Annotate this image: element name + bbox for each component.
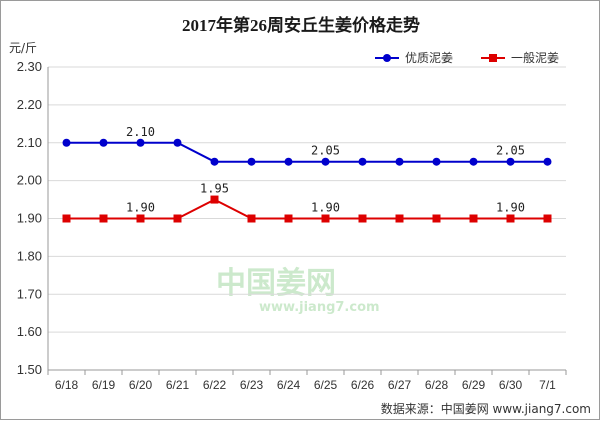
y-tick-label: 1.50 bbox=[17, 362, 42, 377]
data-point bbox=[395, 157, 404, 166]
data-point bbox=[432, 214, 441, 223]
series-line-1 bbox=[66, 141, 548, 163]
y-tick-label: 2.10 bbox=[17, 135, 42, 150]
data-point bbox=[469, 157, 478, 166]
data-point bbox=[284, 214, 293, 223]
data-label: 2.05 bbox=[496, 144, 525, 158]
data-label: 1.90 bbox=[311, 201, 340, 215]
x-tick-label: 6/28 bbox=[425, 378, 449, 392]
data-point bbox=[99, 138, 108, 147]
x-tick-label: 6/25 bbox=[314, 378, 338, 392]
data-point bbox=[432, 157, 441, 166]
x-tick-label: 6/23 bbox=[240, 378, 264, 392]
data-point bbox=[173, 214, 182, 223]
data-point bbox=[136, 214, 145, 223]
x-tick-label: 7/1 bbox=[539, 378, 556, 392]
data-point bbox=[210, 195, 219, 204]
x-tick-label: 6/21 bbox=[166, 378, 190, 392]
data-label: 1.90 bbox=[126, 201, 155, 215]
legend-marker bbox=[383, 54, 391, 62]
axes: 2.30 2.20 2.10 2.00 1.90 1.80 1.70 1.60 1.50 6/18… bbox=[17, 59, 567, 392]
y-tick-label: 2.00 bbox=[17, 173, 42, 188]
chart-title: 2017年第26周安丘生姜价格走势 bbox=[182, 15, 420, 35]
x-tick-label: 6/24 bbox=[277, 378, 301, 392]
y-tick-label: 1.60 bbox=[17, 324, 42, 339]
data-point bbox=[506, 214, 515, 223]
x-tick-label: 6/26 bbox=[351, 378, 375, 392]
data-point bbox=[543, 214, 552, 223]
data-labels: 2.10 2.05 2.05 1.90 1.95 1.90 1.90 bbox=[126, 125, 525, 215]
x-tick-label: 6/19 bbox=[92, 378, 116, 392]
data-point bbox=[321, 157, 330, 166]
legend: 优质泥姜 一般泥姜 bbox=[375, 50, 559, 65]
data-point bbox=[62, 214, 71, 223]
data-point bbox=[136, 138, 145, 147]
data-point bbox=[469, 214, 478, 223]
y-tick-label: 1.70 bbox=[17, 286, 42, 301]
y-tick-label: 1.80 bbox=[17, 248, 42, 263]
legend-label: 一般泥姜 bbox=[511, 50, 559, 65]
data-point bbox=[99, 214, 108, 223]
series-layer bbox=[62, 138, 552, 223]
x-tick-label: 6/30 bbox=[499, 378, 523, 392]
data-point bbox=[395, 214, 404, 223]
watermark: 中国姜网 www.jiang7.com bbox=[216, 266, 380, 315]
watermark-url: www.jiang7.com bbox=[259, 300, 380, 315]
data-label: 1.95 bbox=[200, 182, 229, 196]
data-point bbox=[247, 214, 256, 223]
y-axis-unit: 元/斤 bbox=[9, 41, 37, 55]
watermark-brand: 中国姜网 bbox=[216, 266, 336, 301]
legend-marker bbox=[489, 54, 497, 62]
data-point bbox=[173, 138, 182, 147]
data-point bbox=[358, 214, 367, 223]
data-label: 2.05 bbox=[311, 144, 340, 158]
data-point bbox=[210, 157, 219, 166]
data-point bbox=[543, 157, 552, 166]
data-point bbox=[247, 157, 256, 166]
data-point bbox=[321, 214, 330, 223]
y-tick-label: 2.20 bbox=[17, 97, 42, 112]
x-tick-label: 6/18 bbox=[55, 378, 79, 392]
data-point bbox=[62, 138, 71, 147]
data-point bbox=[506, 157, 515, 166]
series-line-2 bbox=[66, 198, 548, 220]
x-tick-label: 6/22 bbox=[203, 378, 227, 392]
y-tick-label: 1.90 bbox=[17, 211, 42, 226]
data-point bbox=[284, 157, 293, 166]
data-point bbox=[358, 157, 367, 166]
y-tick-label: 2.30 bbox=[17, 59, 42, 74]
legend-label: 优质泥姜 bbox=[405, 51, 453, 65]
x-tick-label: 6/20 bbox=[129, 378, 153, 392]
source-note: 数据来源：中国姜网 www.jiang7.com bbox=[381, 401, 591, 416]
data-label: 1.90 bbox=[496, 201, 525, 215]
x-tick-label: 6/27 bbox=[388, 378, 412, 392]
x-tick-label: 6/29 bbox=[462, 378, 486, 392]
data-label: 2.10 bbox=[126, 125, 155, 139]
